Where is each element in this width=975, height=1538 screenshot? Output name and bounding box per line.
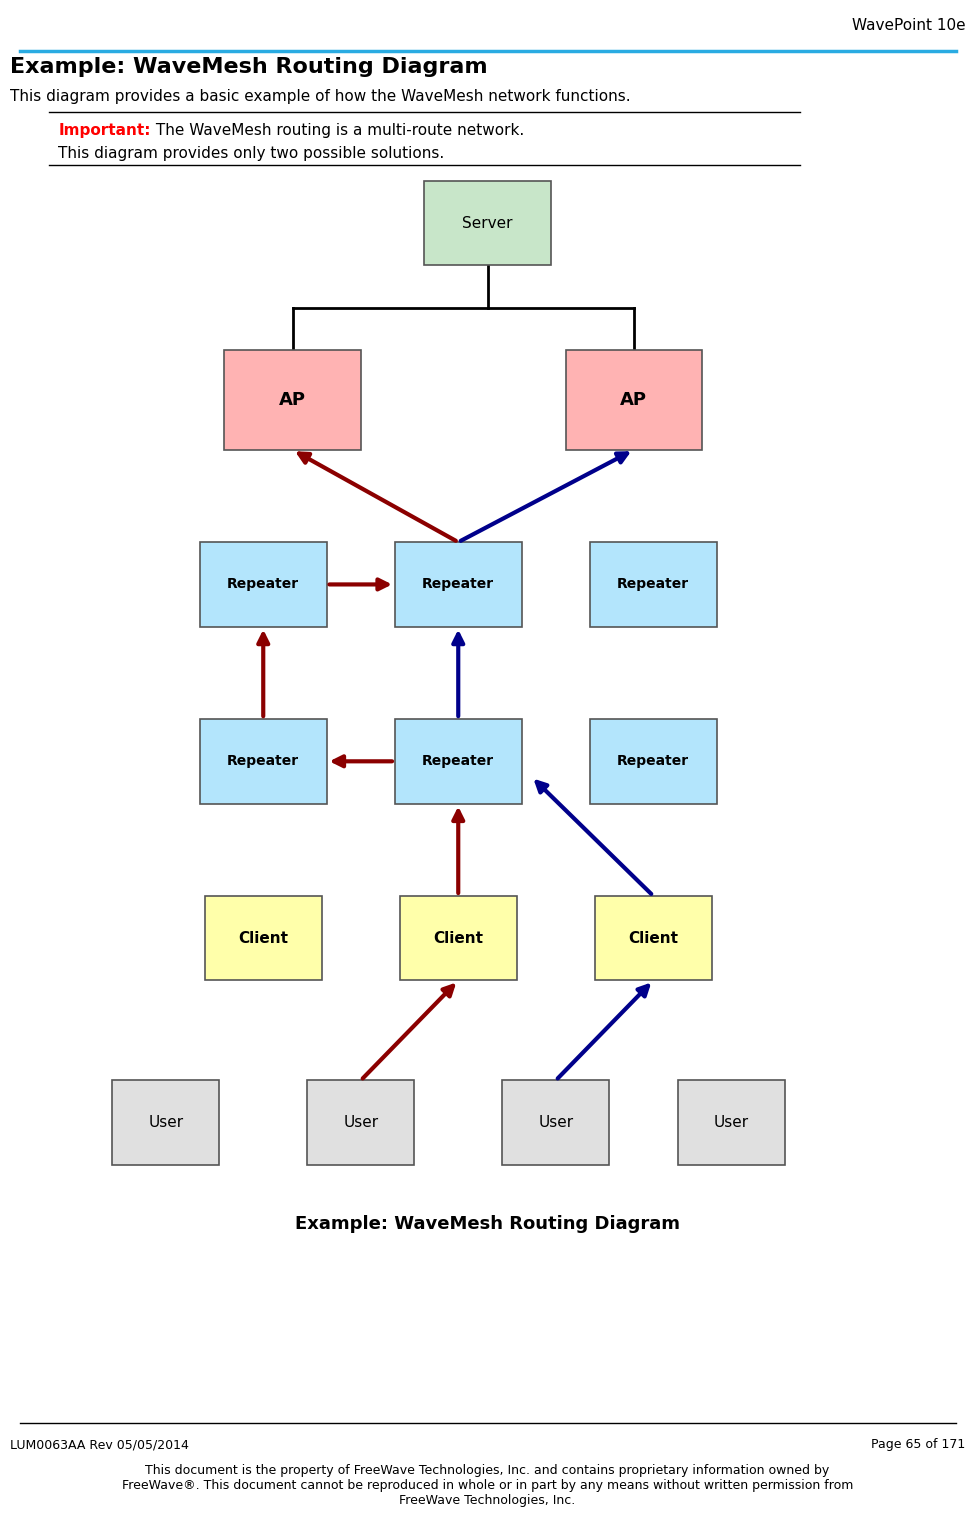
- FancyBboxPatch shape: [307, 1080, 414, 1166]
- Text: AP: AP: [620, 391, 647, 409]
- Text: Repeater: Repeater: [227, 577, 299, 592]
- FancyBboxPatch shape: [395, 720, 522, 803]
- FancyBboxPatch shape: [224, 349, 361, 449]
- FancyBboxPatch shape: [424, 180, 551, 265]
- Text: Example: WaveMesh Routing Diagram: Example: WaveMesh Routing Diagram: [295, 1215, 680, 1233]
- FancyBboxPatch shape: [678, 1080, 785, 1166]
- Text: Repeater: Repeater: [617, 577, 689, 592]
- FancyBboxPatch shape: [566, 349, 702, 449]
- Text: User: User: [148, 1115, 183, 1130]
- Text: User: User: [714, 1115, 749, 1130]
- Text: This diagram provides only two possible solutions.: This diagram provides only two possible …: [58, 146, 445, 161]
- FancyBboxPatch shape: [200, 720, 327, 803]
- Text: LUM0063AA Rev 05/05/2014: LUM0063AA Rev 05/05/2014: [10, 1438, 188, 1450]
- FancyBboxPatch shape: [200, 541, 327, 628]
- FancyBboxPatch shape: [395, 541, 522, 628]
- Text: The WaveMesh routing is a multi-route network.: The WaveMesh routing is a multi-route ne…: [151, 123, 525, 138]
- FancyBboxPatch shape: [590, 720, 717, 803]
- Text: WavePoint 10e: WavePoint 10e: [851, 18, 965, 34]
- Text: This diagram provides a basic example of how the WaveMesh network functions.: This diagram provides a basic example of…: [10, 89, 631, 105]
- Text: User: User: [538, 1115, 573, 1130]
- Text: Important:: Important:: [58, 123, 151, 138]
- FancyBboxPatch shape: [400, 895, 517, 981]
- FancyBboxPatch shape: [595, 895, 712, 981]
- Text: Client: Client: [433, 930, 484, 946]
- FancyBboxPatch shape: [205, 895, 322, 981]
- Text: User: User: [343, 1115, 378, 1130]
- Text: Example: WaveMesh Routing Diagram: Example: WaveMesh Routing Diagram: [10, 57, 488, 77]
- Text: Client: Client: [238, 930, 289, 946]
- Text: Page 65 of 171: Page 65 of 171: [871, 1438, 965, 1450]
- Text: Repeater: Repeater: [422, 754, 494, 769]
- FancyBboxPatch shape: [590, 541, 717, 628]
- Text: Client: Client: [628, 930, 679, 946]
- Text: Repeater: Repeater: [422, 577, 494, 592]
- Text: Repeater: Repeater: [617, 754, 689, 769]
- FancyBboxPatch shape: [502, 1080, 609, 1166]
- Text: Repeater: Repeater: [227, 754, 299, 769]
- Text: This document is the property of FreeWave Technologies, Inc. and contains propri: This document is the property of FreeWav…: [122, 1464, 853, 1507]
- Text: AP: AP: [279, 391, 306, 409]
- Text: Server: Server: [462, 215, 513, 231]
- FancyBboxPatch shape: [112, 1080, 219, 1166]
